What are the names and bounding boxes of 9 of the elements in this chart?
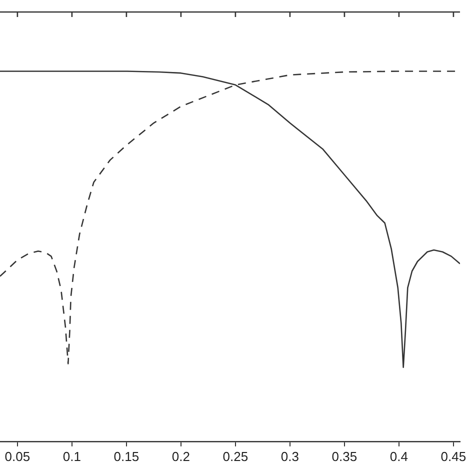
- x-tick-label: 0.2: [172, 448, 190, 464]
- x-tick-label: 0.35: [332, 448, 358, 464]
- x-tick-label: 0.45: [440, 448, 466, 464]
- x-tick-label: 0.15: [114, 448, 140, 464]
- x-tick-label: 0.05: [4, 448, 30, 464]
- x-tick-label: 0.1: [62, 448, 81, 464]
- x-tick-label: 0.25: [222, 448, 248, 464]
- x-tick-label: 0.4: [390, 448, 408, 464]
- x-tick-label: 0.3: [280, 448, 299, 464]
